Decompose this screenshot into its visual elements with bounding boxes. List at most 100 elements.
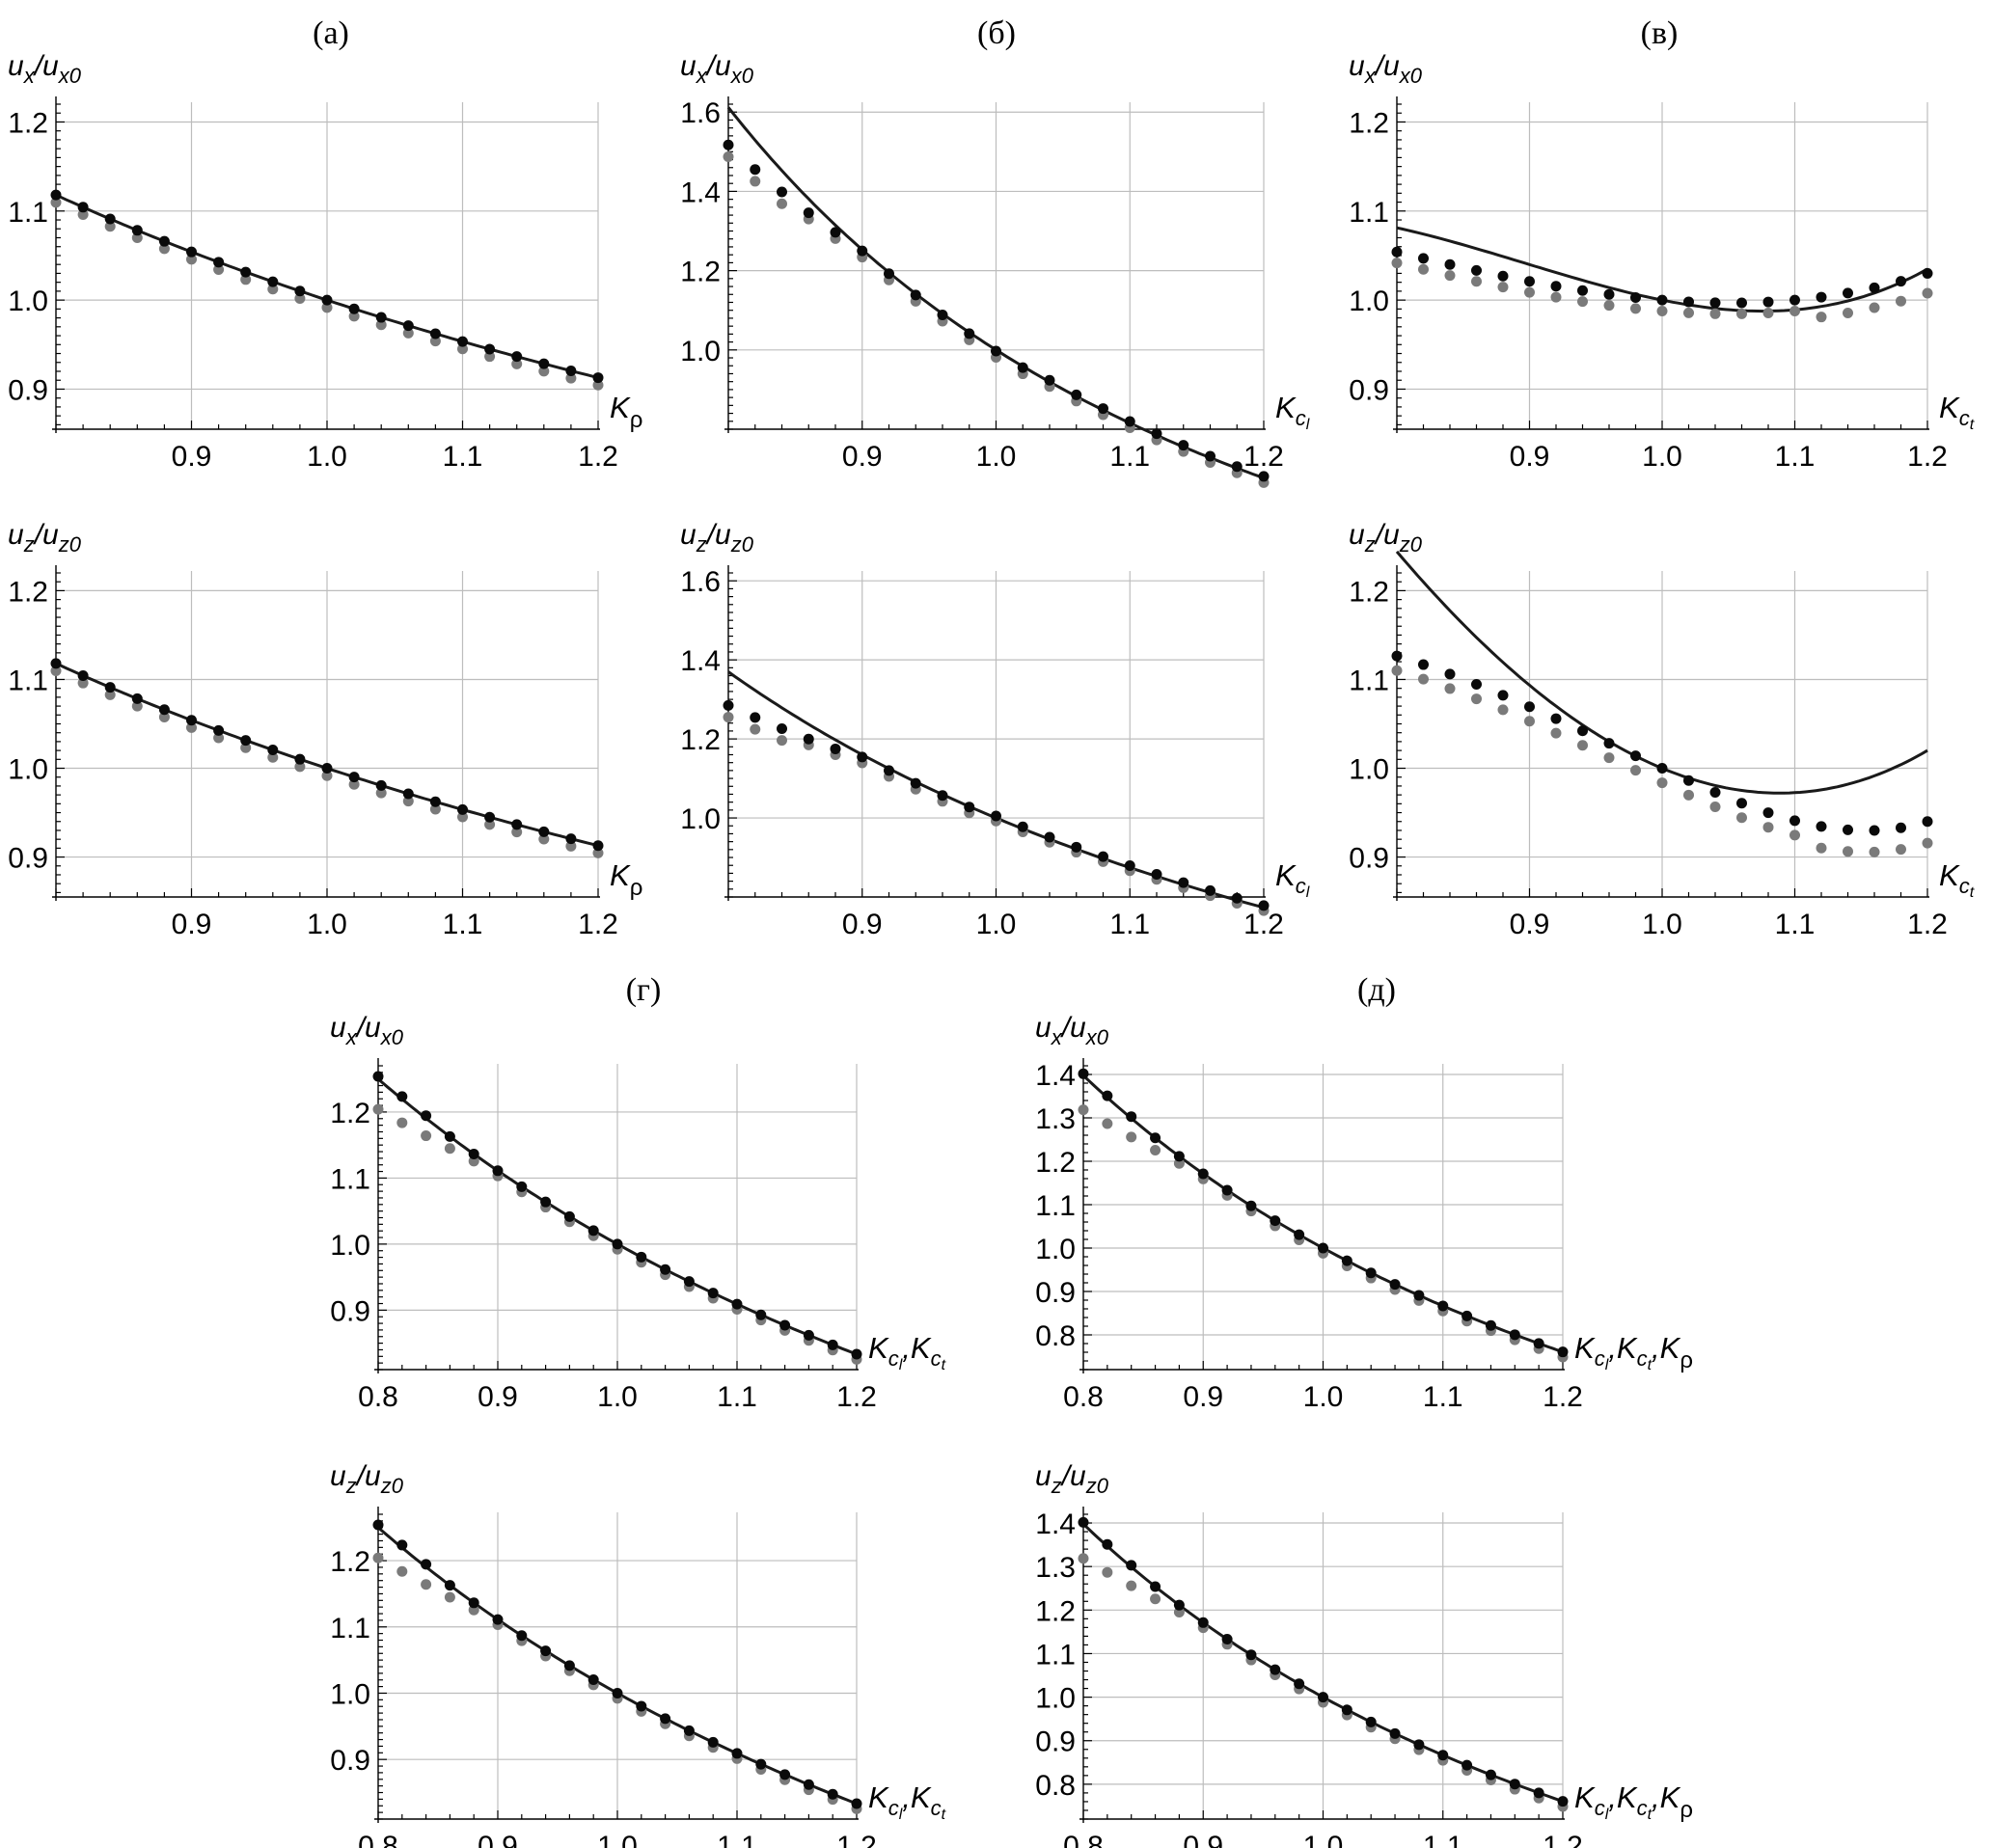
point-black (516, 1181, 528, 1192)
point-gray (321, 302, 333, 313)
point-black (267, 276, 279, 287)
point-black (1816, 291, 1827, 303)
chart-a-top: 0.9 1.0 1.1 1.2 0.9 1.0 1.1 1.2 ux/ux0 Kρ (8, 50, 642, 473)
chart-c-top: 0.9 1.0 1.1 1.2 0.9 1.0 1.1 1.2 ux/ux0 Kct (1349, 50, 1975, 473)
point-black (104, 682, 116, 693)
point-black (321, 763, 333, 775)
point-black (1485, 1319, 1496, 1331)
point-black (538, 826, 550, 837)
point-gray (1630, 303, 1641, 314)
y-tick-label: 1.4 (680, 177, 721, 208)
y-tick-label: 1.0 (680, 803, 721, 835)
point-gray (1126, 1580, 1137, 1591)
x-tick-label: 0.8 (1063, 1381, 1104, 1413)
point-black (348, 772, 360, 783)
point-black (1341, 1704, 1352, 1716)
y-tick-label: 1.2 (680, 257, 721, 288)
point-gray (750, 723, 761, 735)
y-tick-label: 1.2 (680, 724, 721, 756)
point-gray (484, 819, 496, 830)
point-black (468, 1149, 479, 1160)
point-gray (1896, 295, 1906, 307)
x-axis-label: Kcl,Kct,Kρ (1574, 1780, 1693, 1823)
point-black (1294, 1229, 1305, 1240)
point-gray (1550, 291, 1562, 303)
point-gray (1789, 829, 1800, 841)
point-black (1231, 461, 1243, 473)
point-black (1683, 296, 1694, 308)
point-black (1922, 267, 1933, 279)
point-gray (750, 176, 761, 187)
point-gray (1078, 1553, 1089, 1564)
point-black (1533, 1787, 1544, 1799)
point-black (1365, 1716, 1377, 1727)
point-black (683, 1276, 695, 1288)
point-gray (131, 700, 143, 712)
point-black (1258, 471, 1270, 482)
point-black (1603, 738, 1615, 749)
point-black (857, 245, 868, 257)
point-gray (723, 151, 734, 163)
point-black (1762, 296, 1774, 308)
point-gray (1683, 307, 1694, 318)
y-tick-label: 1.1 (8, 197, 48, 229)
point-gray (1816, 842, 1827, 854)
point-gray (396, 1565, 408, 1577)
point-gray (267, 751, 279, 763)
point-black (1550, 281, 1562, 292)
x-tick-label: 1.2 (1907, 441, 1948, 473)
point-black (964, 328, 975, 340)
y-tick-label: 1.0 (330, 1230, 370, 1262)
panel-label-a: (а) (313, 15, 349, 51)
point-black (1762, 807, 1774, 819)
point-black (421, 1559, 432, 1570)
point-black (240, 735, 252, 747)
x-tick-label: 1.2 (836, 1831, 877, 1848)
point-black (457, 803, 468, 815)
point-gray (1603, 752, 1615, 764)
y-tick-label: 1.2 (1035, 1595, 1076, 1627)
y-axis-label: ux/ux0 (1349, 50, 1423, 88)
point-black (402, 320, 414, 332)
y-tick-label: 0.9 (1035, 1726, 1076, 1758)
y-axis-label: uz/uz0 (1035, 1460, 1109, 1498)
point-black (723, 139, 734, 150)
point-black (540, 1645, 552, 1657)
point-black (186, 246, 197, 258)
point-black (484, 343, 496, 355)
point-gray (1789, 306, 1800, 317)
point-black (1173, 1151, 1185, 1162)
point-black (592, 840, 604, 852)
y-tick-label: 1.2 (8, 107, 48, 139)
point-black (1245, 1200, 1257, 1211)
x-tick-label: 1.1 (717, 1381, 757, 1413)
point-gray (267, 284, 279, 295)
y-tick-label: 1.0 (8, 754, 48, 786)
y-axis-label: uz/uz0 (1349, 519, 1423, 557)
point-black (1126, 1560, 1137, 1571)
charts-group: 0.9 1.0 1.1 1.2 0.9 1.0 1.1 1.2 ux/ux0 Kρ 0.9 1.0 1.… (8, 50, 1975, 1848)
x-tick-label: 0.9 (1510, 909, 1550, 940)
point-gray (186, 254, 197, 265)
y-tick-label: 1.1 (1349, 665, 1389, 696)
point-gray (1577, 740, 1588, 751)
point-black (1017, 362, 1028, 373)
point-black (1221, 1184, 1233, 1196)
y-tick-label: 1.6 (680, 97, 721, 129)
point-black (1391, 650, 1403, 662)
point-black (755, 1309, 767, 1320)
point-gray (421, 1579, 432, 1590)
point-black (1197, 1168, 1209, 1180)
point-black (484, 811, 496, 823)
point-black (1683, 775, 1694, 786)
point-black (1437, 1300, 1449, 1312)
point-black (1098, 403, 1108, 415)
point-gray (1762, 307, 1774, 318)
point-black (803, 207, 814, 219)
point-gray (1577, 296, 1588, 308)
point-black (1656, 294, 1668, 306)
point-gray (321, 770, 333, 781)
chart-a-bottom: 0.9 1.0 1.1 1.2 0.9 1.0 1.1 1.2 uz/uz0 Kρ (8, 519, 642, 940)
